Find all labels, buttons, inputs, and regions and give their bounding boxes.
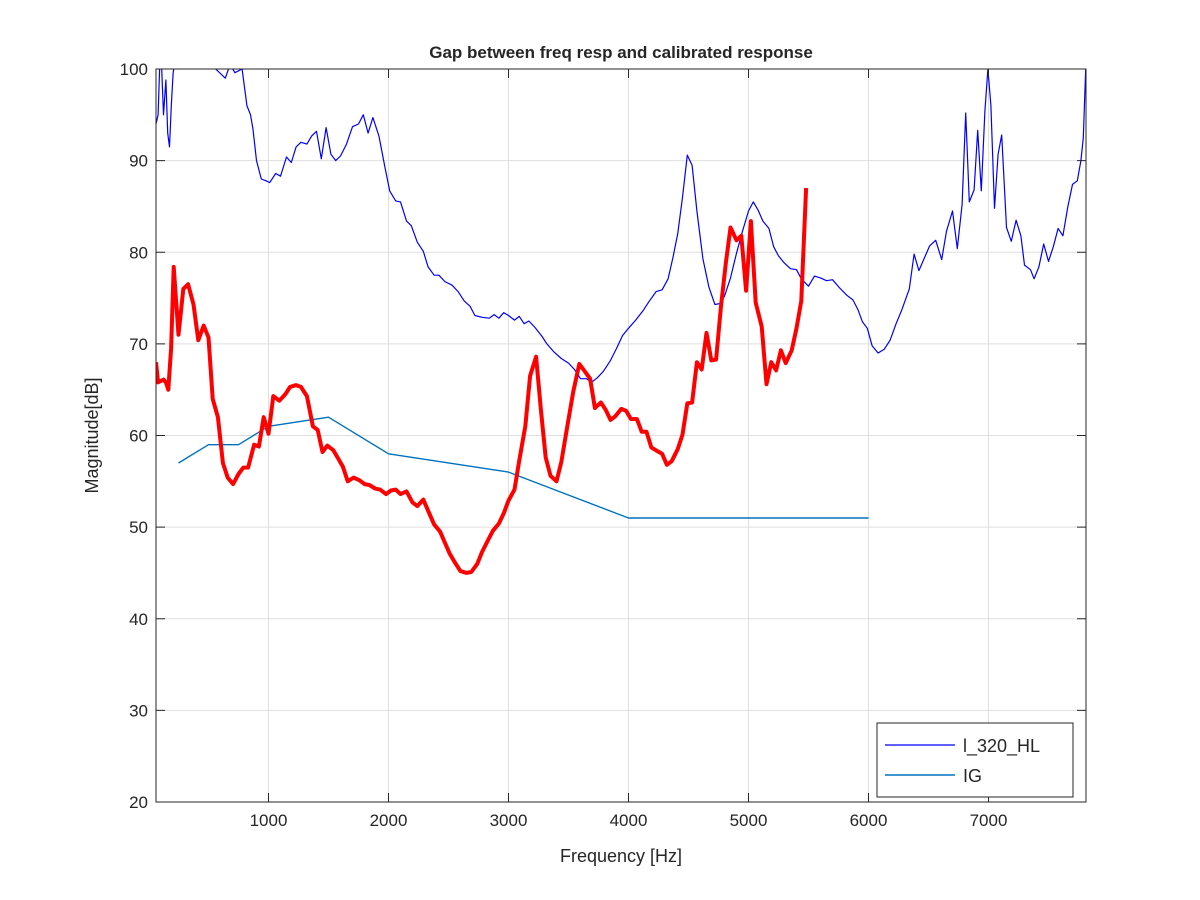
series-line-0 bbox=[156, 69, 1086, 383]
ticks: 1000 2000 3000 4000 5000 6000 7000 20 30 40 50 60 70… bbox=[120, 60, 1086, 830]
x-tick-label: 2000 bbox=[370, 811, 408, 830]
series-line-2 bbox=[156, 188, 809, 575]
legend: l_320_HL IG bbox=[876, 722, 1074, 798]
series-line-1 bbox=[178, 416, 869, 519]
x-tick-label: 4000 bbox=[610, 811, 648, 830]
y-tick-label: 40 bbox=[129, 610, 148, 629]
chart-title: Gap between freq resp and calibrated res… bbox=[429, 43, 813, 62]
y-tick-label: 100 bbox=[120, 60, 148, 79]
legend-label: l_320_HL bbox=[963, 736, 1040, 757]
legend-box bbox=[876, 722, 1074, 798]
y-tick-label: 80 bbox=[129, 243, 148, 262]
x-tick-label: 3000 bbox=[490, 811, 528, 830]
legend-label: IG bbox=[963, 766, 982, 786]
x-tick-label: 5000 bbox=[730, 811, 768, 830]
y-tick-label: 70 bbox=[129, 335, 148, 354]
series-group bbox=[156, 69, 1086, 575]
x-axis-label: Frequency [Hz] bbox=[560, 846, 682, 866]
y-axis-label: Magnitude[dB] bbox=[82, 377, 102, 493]
y-tick-label: 90 bbox=[129, 152, 148, 171]
y-tick-label: 50 bbox=[129, 518, 148, 537]
x-tick-label: 6000 bbox=[850, 811, 888, 830]
x-tick-label: 7000 bbox=[970, 811, 1008, 830]
y-tick-label: 60 bbox=[129, 427, 148, 446]
x-tick-label: 1000 bbox=[250, 811, 288, 830]
y-tick-label: 20 bbox=[129, 793, 148, 812]
y-tick-label: 30 bbox=[129, 701, 148, 720]
